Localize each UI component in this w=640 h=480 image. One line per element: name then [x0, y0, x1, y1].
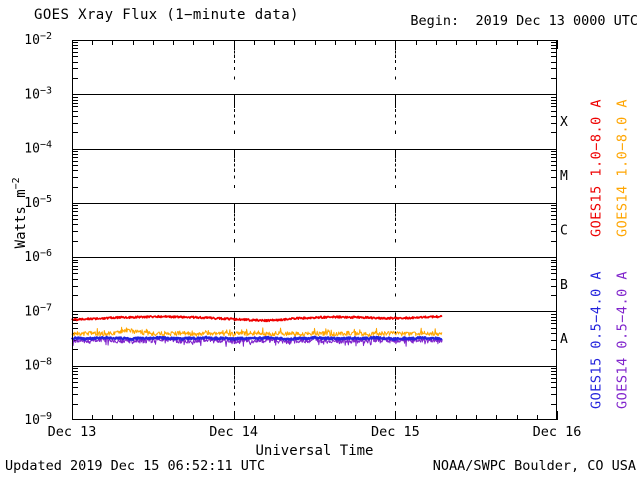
y-axis-title: Watts m−2: [11, 167, 29, 259]
y-tick-label: 10−9: [24, 411, 52, 428]
x-ticks: [72, 40, 558, 420]
chart-title: GOES Xray Flux (1−minute data): [34, 7, 299, 23]
y-gridlines: [72, 94, 557, 367]
source-attribution: NOAA/SWPC Boulder, CO USA: [432, 458, 636, 474]
flare-class-label: M: [560, 169, 568, 184]
y-axis-title-exponent: −2: [11, 177, 23, 190]
flare-class-labels: X M C B A: [560, 115, 568, 347]
begin-time-label: Begin: 2019 Dec 13 0000 UTC: [410, 13, 638, 29]
legend-label-goes15-long: GOES15 1.0−8.0 A: [589, 99, 605, 237]
legend-label-goes15-short: GOES15 0.5−4.0 A: [589, 271, 605, 409]
y-tick-label: 10−5: [24, 194, 52, 211]
series-goes14-long: [71, 326, 443, 337]
legend-label-goes14-short: GOES14 0.5−4.0 A: [615, 271, 631, 409]
x-tick-label: Dec 13: [48, 424, 97, 440]
y-tick-labels: 10−2 10−3 10−4 10−5 10−6 10−7 10−8 10−9: [24, 31, 52, 428]
day-gridlines: [234, 40, 396, 406]
x-tick-labels: Dec 13 Dec 14 Dec 15 Dec 16: [48, 424, 582, 440]
series-lines: [71, 314, 443, 347]
plot-frame: [71, 39, 558, 421]
flare-class-label: A: [560, 332, 568, 347]
flare-class-label: X: [560, 115, 568, 130]
y-tick-label: 10−4: [24, 140, 52, 157]
y-tick-label: 10−7: [24, 302, 52, 319]
x-axis-title: Universal Time: [255, 443, 374, 459]
x-tick-label: Dec 14: [209, 424, 258, 440]
y-axis-title-text: Watts m: [12, 189, 29, 249]
updated-timestamp: Updated 2019 Dec 15 06:52:11 UTC: [5, 458, 266, 474]
y-tick-label: 10−2: [24, 31, 52, 48]
y-minor-ticks: [72, 42, 557, 405]
flare-class-label: B: [560, 278, 568, 293]
series-goes15-long: [71, 314, 443, 323]
y-tick-label: 10−3: [24, 85, 52, 102]
y-tick-label: 10−8: [24, 357, 52, 374]
legend-label-goes14-long: GOES14 1.0−8.0 A: [615, 99, 631, 237]
y-tick-label: 10−6: [24, 248, 52, 265]
series-goes14-short: [71, 336, 443, 347]
series-goes15-short: [71, 335, 443, 341]
x-tick-label: Dec 15: [371, 424, 420, 440]
legend-labels: GOES15 1.0−8.0 A GOES14 1.0−8.0 A GOES15 0…: [589, 99, 631, 409]
x-tick-label: Dec 16: [533, 424, 582, 440]
flare-class-label: C: [560, 224, 568, 239]
